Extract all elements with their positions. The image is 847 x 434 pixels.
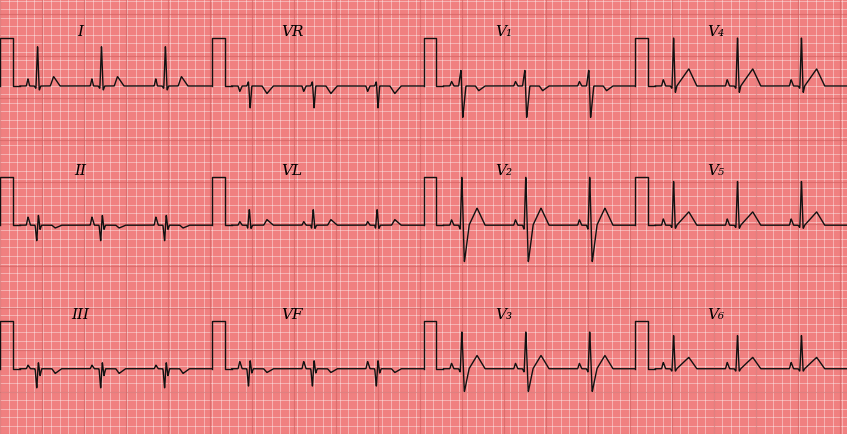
Text: VR: VR	[281, 25, 303, 39]
Text: VF: VF	[281, 307, 303, 321]
Text: II: II	[75, 164, 86, 178]
Text: V₆: V₆	[707, 307, 724, 321]
Text: V₂: V₂	[495, 164, 512, 178]
Text: V₃: V₃	[495, 307, 512, 321]
Text: III: III	[71, 307, 90, 321]
Text: V₁: V₁	[495, 25, 512, 39]
Text: V₅: V₅	[707, 164, 724, 178]
Text: I: I	[77, 25, 84, 39]
Text: VL: VL	[282, 164, 302, 178]
Text: V₄: V₄	[707, 25, 724, 39]
